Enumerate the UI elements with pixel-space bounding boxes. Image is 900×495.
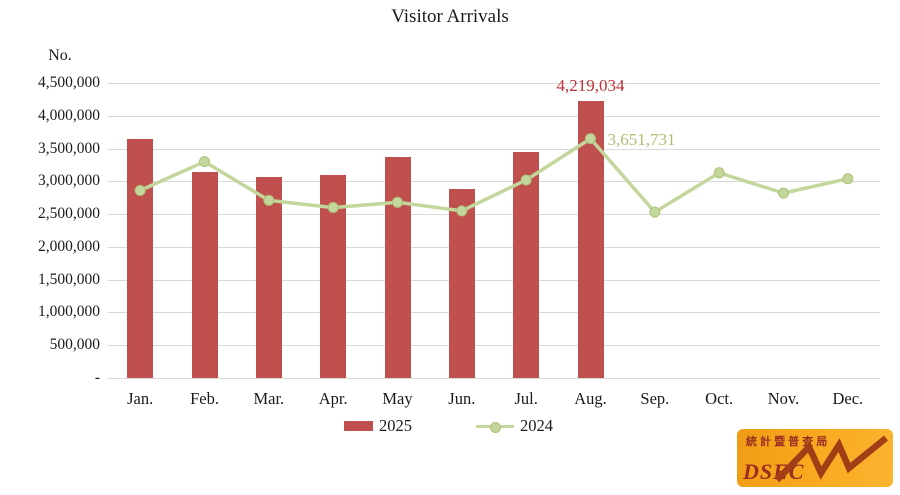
zigzag-icon [774,435,889,483]
y-tick-label: 2,000,000 [38,237,100,255]
bar-2025-feb [191,172,218,378]
dsec-logo: 統 計 暨 普 查 局 DSEC [737,429,893,487]
legend-bar-swatch-icon [344,421,373,431]
bar-2025-jan [127,138,154,378]
x-tick-label: Nov. [767,389,800,408]
gridline [108,83,880,84]
legend-item-2025: 2025 [344,416,412,436]
legend: 2025 2024 [344,416,553,436]
legend-label-2025: 2025 [379,416,412,435]
gridline [108,181,880,183]
gridline [108,214,880,216]
chart-title: Visitor Arrivals [391,6,509,27]
x-tick-label: Sep. [640,389,670,408]
y-tick-label: 4,500,000 [38,74,100,91]
bar-2025-aug [577,101,604,378]
gridline [108,148,880,150]
marker-2024-sep [649,206,661,218]
x-tick-label: May [382,389,413,408]
y-tick-label: - [94,369,100,386]
gridline [108,246,880,248]
legend-item-2024: 2024 [476,416,553,436]
gridline [108,115,880,117]
x-tick-label: Jul. [514,389,538,408]
marker-2024-feb [199,156,210,168]
data-label-2025: 4,219,034 [556,76,625,96]
y-tick-label: 500,000 [49,336,100,354]
bar-2025-mar [255,177,282,378]
x-tick-label: Jun. [448,389,476,408]
y-tick-label: 3,000,000 [38,172,100,190]
y-tick-label: 4,000,000 [38,106,100,124]
x-tick-label: Jan. [127,389,154,408]
bar-2025-apr [320,175,347,378]
marker-2024-nov [778,187,789,199]
legend-label-2024: 2024 [520,416,553,435]
y-tick-label: 1,000,000 [38,303,100,321]
x-tick-label: Feb. [190,389,219,408]
gridline [108,345,880,347]
x-tick-label: Apr. [318,389,348,408]
marker-2024-oct [713,167,725,179]
legend-line-marker-icon [476,421,514,433]
bar-2025-jun [448,189,475,378]
x-tick-label: Mar. [253,389,285,408]
x-tick-label: Oct. [705,389,734,408]
bar-2025-jul [513,151,540,378]
y-tick-label: 2,500,000 [38,205,100,223]
gridline [108,378,880,379]
x-tick-label: Dec. [832,389,864,408]
gridline [108,312,880,314]
x-tick-label: Aug. [574,389,607,408]
y-tick-label: 1,500,000 [38,270,100,288]
data-label-2024: 3,651,731 [607,129,676,149]
y-tick-label: 3,500,000 [38,139,100,157]
y-axis-unit-label: No. [48,47,72,64]
gridline [108,279,880,281]
bar-2025-may [384,157,411,378]
